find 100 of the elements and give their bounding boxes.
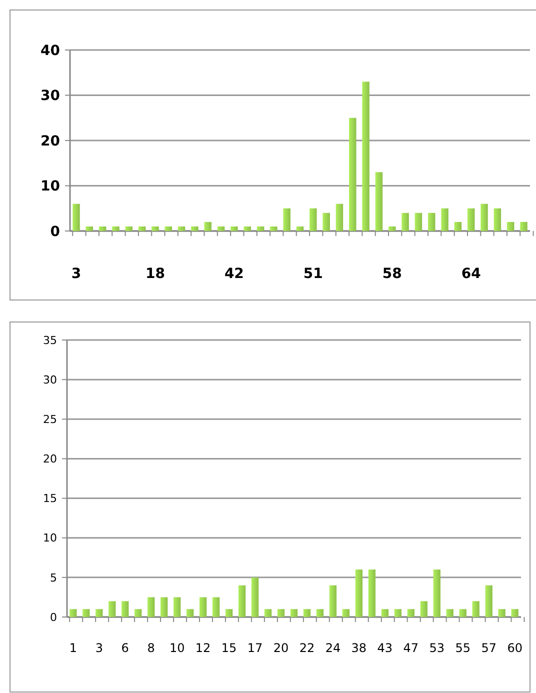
bar	[152, 226, 159, 231]
bar	[96, 609, 103, 617]
bar	[402, 212, 409, 231]
bar	[472, 601, 480, 617]
bar	[494, 208, 502, 231]
bar	[407, 609, 414, 617]
bar	[446, 609, 454, 617]
bar	[230, 226, 238, 231]
x-tick-label: 51	[303, 266, 323, 282]
bar	[506, 222, 514, 231]
bar	[480, 204, 488, 231]
bar	[467, 208, 475, 231]
bar	[98, 226, 106, 231]
x-tick-label: 12	[195, 641, 211, 655]
bar	[122, 601, 129, 617]
bar	[108, 601, 116, 617]
bar	[310, 208, 317, 231]
bar	[296, 226, 304, 231]
x-tick-label: 53	[429, 641, 445, 655]
bar	[212, 597, 220, 617]
x-tick-label: 20	[273, 641, 289, 655]
x-tick-label: 3	[71, 266, 82, 282]
x-tick-label: 22	[299, 641, 315, 655]
bar	[70, 609, 77, 617]
bar	[362, 82, 370, 231]
bar	[256, 226, 264, 231]
bar	[420, 601, 428, 617]
x-tick-label: 6	[121, 641, 129, 655]
x-tick-label: 42	[224, 266, 244, 282]
bar	[290, 609, 298, 617]
bar	[349, 118, 356, 231]
bar	[441, 208, 448, 231]
bar	[164, 226, 172, 231]
bar	[381, 609, 388, 617]
y-tick-label: 20	[40, 133, 60, 150]
y-tick-label: 0	[50, 610, 57, 624]
bar	[433, 570, 440, 617]
x-tick-label: 43	[377, 641, 393, 655]
x-tick-label: 47	[403, 641, 419, 655]
bar	[394, 609, 402, 617]
bar	[303, 609, 311, 617]
bar	[329, 585, 337, 617]
bar	[355, 570, 363, 617]
x-tick-label: 57	[481, 641, 496, 655]
bar	[498, 609, 506, 617]
bar	[270, 226, 278, 231]
bar	[264, 609, 272, 617]
x-tick-label: 15	[221, 641, 237, 655]
bar	[277, 609, 285, 617]
bar	[428, 212, 436, 231]
y-tick-label: 25	[43, 412, 57, 426]
bar	[342, 609, 350, 617]
bar	[112, 226, 120, 231]
bar	[388, 226, 396, 231]
bar	[82, 609, 90, 617]
bar	[459, 609, 466, 617]
bar	[178, 226, 186, 231]
bar	[520, 222, 528, 231]
x-tick-label: 1	[69, 641, 77, 655]
x-tick-label: 64	[461, 266, 482, 282]
bar	[160, 597, 168, 617]
x-tick-label: 10	[169, 641, 185, 655]
bar	[283, 208, 290, 231]
bar	[174, 597, 181, 617]
bar	[200, 597, 207, 617]
bar	[336, 204, 344, 231]
x-tick-label: 8	[147, 641, 155, 655]
y-tick-label: 30	[40, 88, 60, 104]
y-tick-label: 40	[40, 42, 60, 59]
bar	[72, 204, 80, 231]
bar	[134, 609, 142, 617]
bar	[217, 226, 225, 231]
bar	[251, 577, 259, 617]
bar	[244, 226, 251, 231]
bar	[191, 226, 198, 231]
x-tick-label: 55	[455, 641, 471, 655]
bar	[225, 609, 233, 617]
bar	[125, 226, 133, 231]
bar	[316, 609, 324, 617]
y-tick-label: 5	[50, 571, 57, 584]
x-tick-label: 3	[95, 641, 103, 655]
bar	[511, 609, 518, 617]
y-tick-label: 0	[50, 224, 60, 240]
bar	[454, 222, 462, 231]
x-tick-label: 17	[247, 641, 263, 655]
x-tick-label: 58	[382, 266, 402, 282]
bar	[204, 222, 212, 231]
bar	[375, 172, 383, 231]
bar	[414, 212, 422, 231]
y-tick-label: 10	[40, 178, 60, 195]
bar	[238, 585, 246, 617]
x-tick-label: 38	[351, 641, 367, 655]
bar	[86, 226, 94, 231]
bar	[148, 597, 155, 617]
bar	[368, 570, 376, 617]
x-tick-label: 60	[507, 641, 522, 655]
x-tick-label: 18	[145, 266, 165, 282]
bar	[322, 212, 330, 231]
bar	[485, 585, 492, 617]
y-tick-label: 35	[43, 334, 57, 347]
